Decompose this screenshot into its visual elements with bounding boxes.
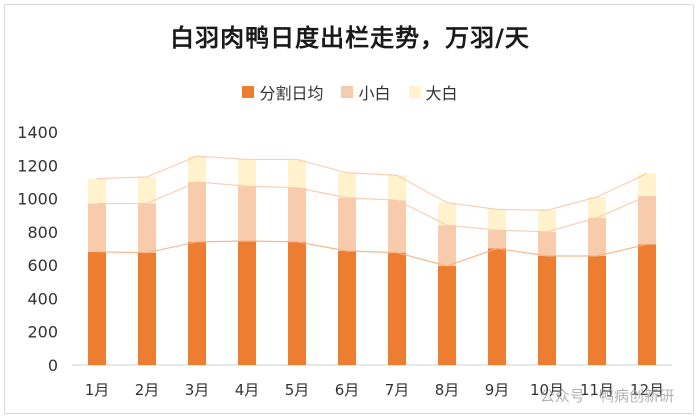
bar-cut — [588, 255, 606, 365]
bar-large — [88, 178, 106, 204]
legend-label-large: 大白 — [425, 84, 458, 103]
bar-small — [188, 181, 206, 242]
x-tick-label: 11月 — [580, 381, 614, 399]
legend-label-cut: 分割日均 — [259, 84, 324, 103]
y-tick-label: 0 — [48, 356, 58, 375]
legend-swatch-large — [408, 86, 421, 98]
legend-label-small: 小白 — [358, 84, 391, 103]
watermark: 公众号 · 鸭病创新研 — [539, 387, 674, 405]
bar-small — [588, 217, 606, 256]
x-tick-label: 2月 — [135, 381, 160, 399]
bar-large — [188, 156, 206, 182]
bar-small — [388, 200, 406, 253]
x-tick-label: 4月 — [235, 381, 260, 399]
y-tick-label: 1400 — [17, 123, 58, 142]
bar-large — [338, 172, 356, 198]
bar-small — [488, 230, 506, 249]
legend-item-small: 小白 — [341, 80, 391, 104]
legend-swatch-small — [341, 86, 354, 98]
bar-cut — [138, 252, 156, 365]
x-tick-label: 6月 — [335, 381, 360, 399]
x-tick-label: 9月 — [485, 381, 510, 399]
series-connector-cut — [96, 240, 648, 267]
bar-large — [438, 202, 456, 226]
bar-small — [88, 203, 106, 252]
legend-item-cut: 分割日均 — [242, 80, 323, 104]
bar-cut — [388, 252, 406, 365]
x-tick-label: 8月 — [435, 381, 460, 399]
legend-item-large: 大白 — [408, 80, 458, 104]
bar-small — [138, 203, 156, 253]
bar-small — [638, 196, 656, 245]
y-tick-label: 1000 — [17, 190, 58, 209]
bar-large — [288, 159, 306, 188]
bar-cut — [238, 241, 256, 365]
bar-large — [388, 175, 406, 201]
y-tick-label: 800 — [27, 223, 58, 242]
chart-title: 白羽肉鸭日度出栏走势，万羽/天 — [170, 24, 530, 52]
x-tick-label: 7月 — [385, 381, 410, 399]
bar-small — [238, 186, 256, 242]
bar-large — [638, 173, 656, 197]
bar-cut — [288, 241, 306, 365]
x-tick-label: 3月 — [185, 381, 210, 399]
bar-large — [138, 176, 156, 204]
x-tick-label: 10月 — [530, 381, 564, 399]
bar-large — [538, 210, 556, 232]
bar-cut — [188, 241, 206, 365]
bar-large — [488, 209, 506, 231]
bar-cut — [538, 255, 556, 365]
y-tick-label: 600 — [27, 256, 58, 275]
bar-small — [538, 231, 556, 256]
bar-large — [238, 159, 256, 187]
x-tick-label: 12月 — [630, 381, 664, 399]
bar-small — [438, 225, 456, 266]
y-tick-label: 1200 — [17, 156, 58, 175]
bar-cut — [338, 250, 356, 365]
bar-cut — [488, 248, 506, 365]
bar-large — [588, 196, 606, 218]
x-tick-label: 1月 — [85, 381, 110, 399]
series-connector-small — [97, 181, 648, 233]
bar-cut — [638, 244, 656, 365]
bar-cut — [88, 251, 106, 365]
legend: 分割日均 小白 大白 — [0, 80, 700, 104]
x-tick-label: 5月 — [285, 381, 310, 399]
bar-small — [288, 187, 306, 242]
y-tick-label: 400 — [27, 289, 58, 308]
series-connector-large — [96, 155, 648, 211]
bar-small — [338, 197, 356, 251]
legend-swatch-cut — [242, 86, 255, 98]
bar-cut — [438, 265, 456, 365]
chart-frame — [4, 4, 694, 414]
y-tick-label: 200 — [27, 323, 58, 342]
